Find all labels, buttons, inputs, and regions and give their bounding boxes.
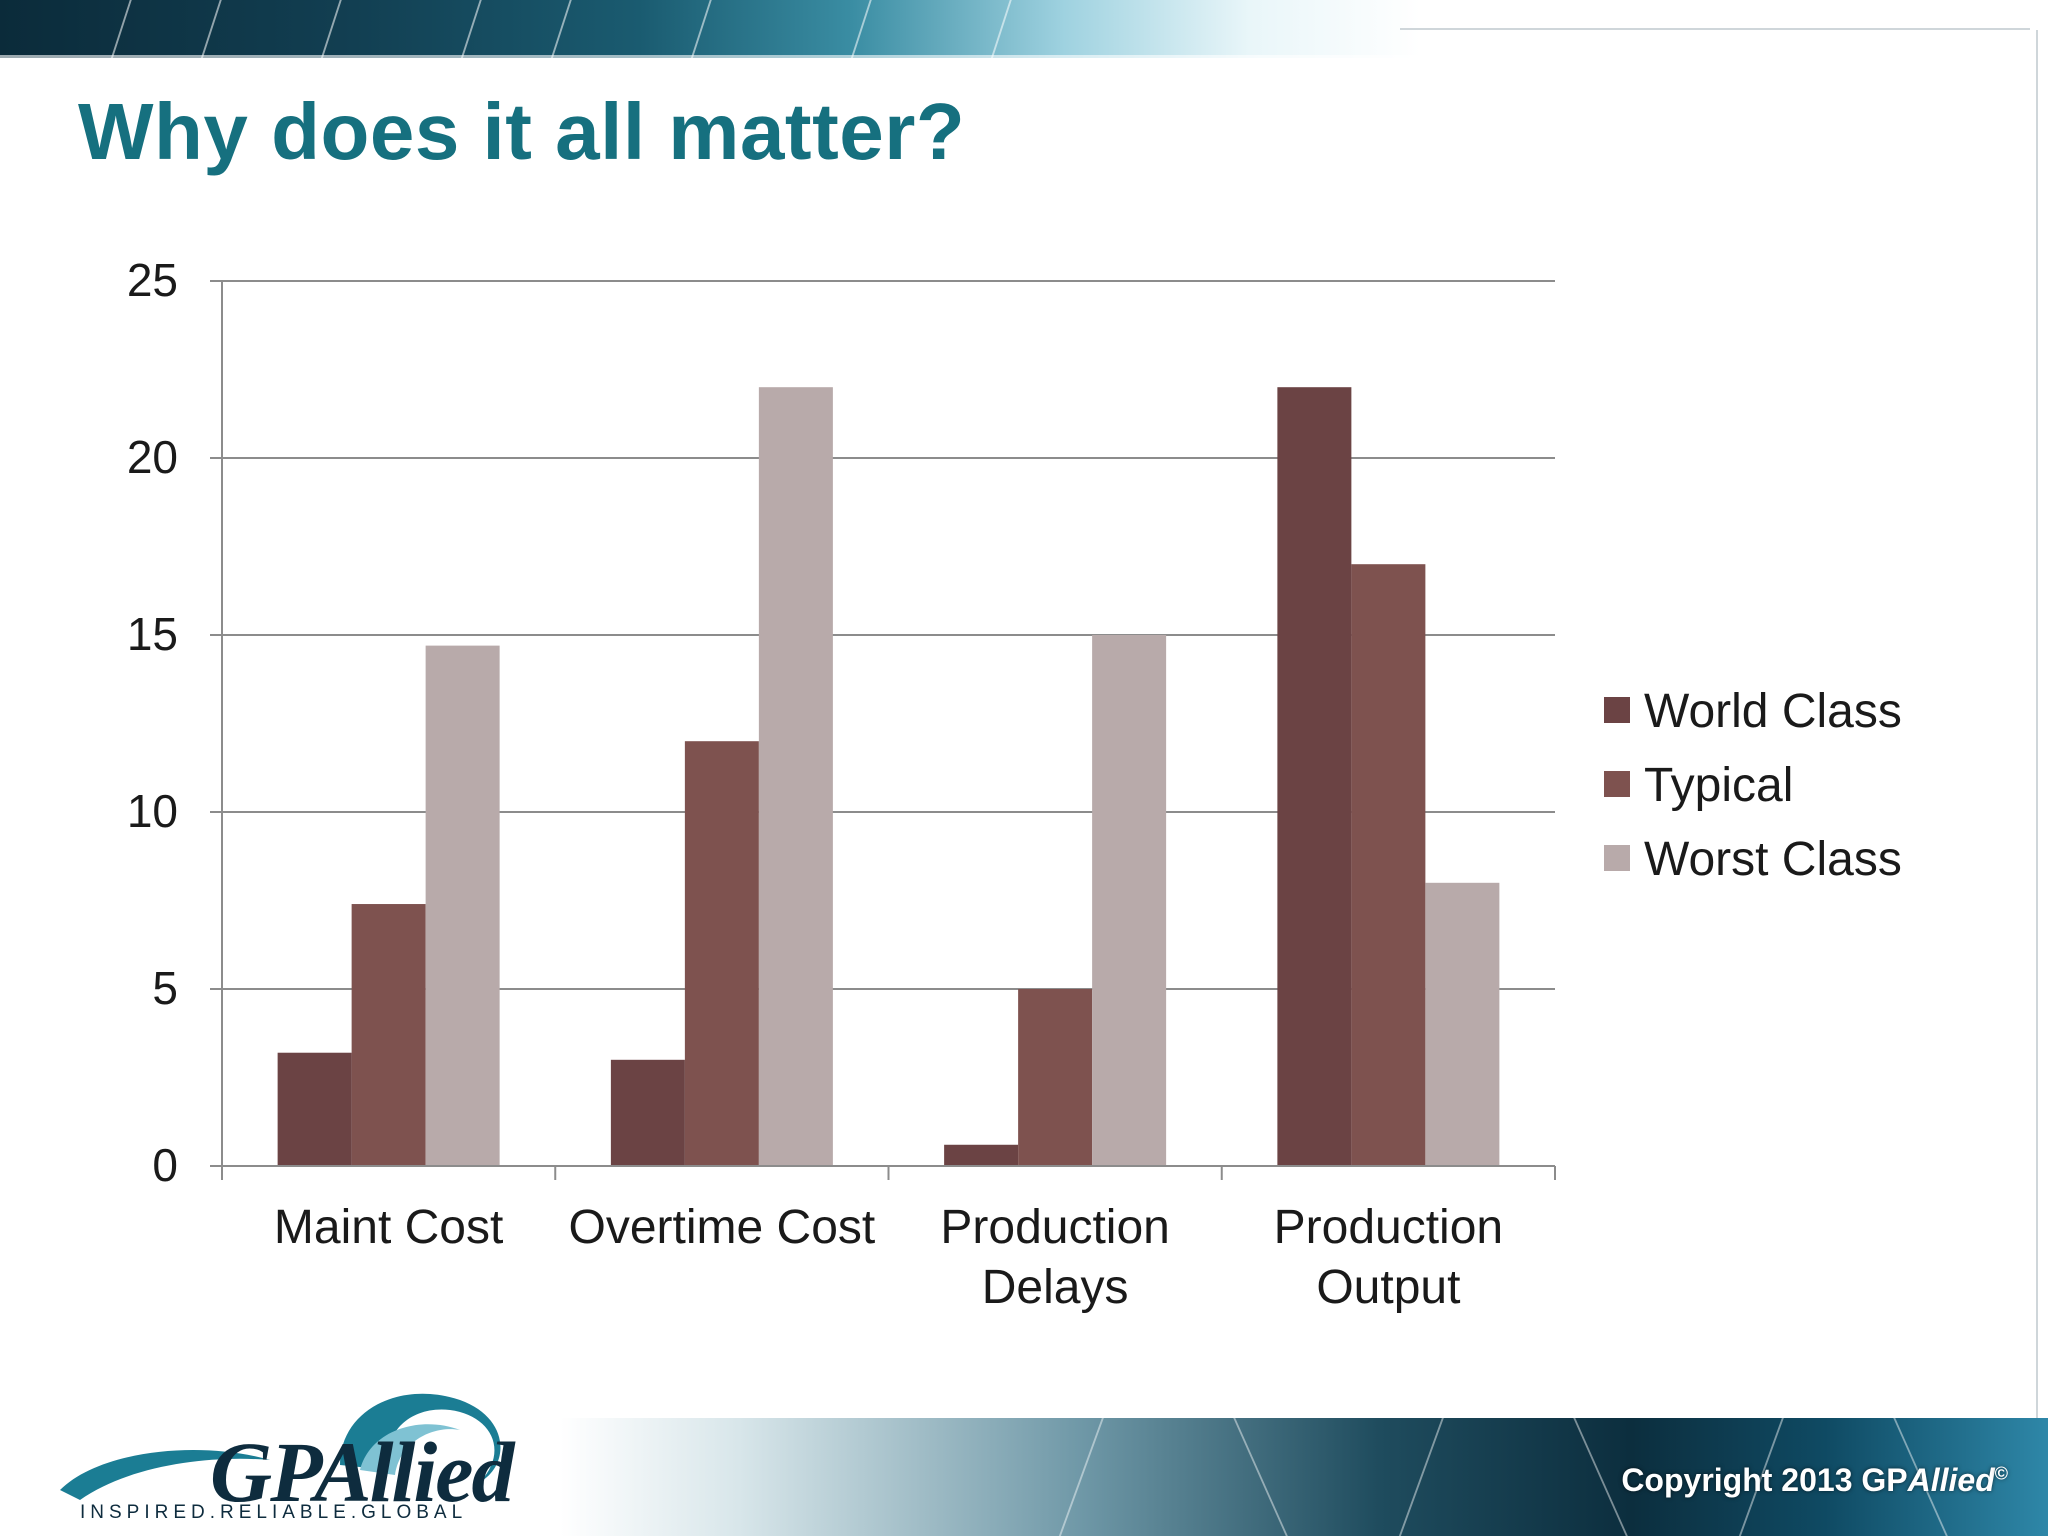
bar-worst-class <box>1425 882 1500 1166</box>
footer-grid-line <box>1054 1418 1108 1536</box>
legend-swatch <box>1604 845 1630 871</box>
swirl-logo-icon <box>60 1393 501 1500</box>
bar-world-class <box>277 1052 352 1166</box>
y-tick-label: 15 <box>127 608 178 660</box>
slide-title: Why does it all matter? <box>78 87 966 176</box>
legend-swatch <box>1604 771 1630 797</box>
x-tick-label: Overtime Cost <box>569 1201 876 1254</box>
y-tick-label: 0 <box>152 1139 178 1191</box>
legend-label: Typical <box>1644 759 1793 812</box>
logo-wordmark: GPAllied <box>210 1424 514 1520</box>
x-tick-label: Maint Cost <box>274 1201 503 1254</box>
x-tick-label: Production <box>1274 1201 1503 1254</box>
bar-worst-class <box>425 645 500 1166</box>
copyright-symbol: © <box>1994 1463 2008 1484</box>
header-banner <box>0 0 1420 58</box>
legend-swatch <box>1604 697 1630 723</box>
legend-label: Worst Class <box>1644 833 1902 886</box>
copyright-brand: Allied <box>1907 1462 1995 1498</box>
bar-worst-class <box>1092 635 1167 1166</box>
x-tick-label: Production <box>940 1201 1169 1254</box>
footer-grid-line <box>1394 1418 1448 1536</box>
bar-world-class <box>944 1144 1019 1166</box>
y-tick-label: 20 <box>127 431 178 483</box>
bar-worst-class <box>758 387 833 1166</box>
bar-world-class <box>610 1059 685 1166</box>
top-frame-rule <box>1400 28 2030 30</box>
copyright-notice: Copyright 2013 GPAllied© <box>1621 1462 2008 1499</box>
footer-banner <box>560 1418 2048 1536</box>
bar-chart: 0 5 10 15 20 25 Maint Cost Overtime Cost Product… <box>127 254 1902 1314</box>
x-tick-label: Output <box>1316 1261 1460 1314</box>
header-banner-rule <box>0 55 1420 58</box>
y-tick-label: 5 <box>152 962 178 1014</box>
bar-typical <box>351 904 426 1166</box>
bar-typical <box>1351 564 1426 1166</box>
x-tick-label: Delays <box>982 1261 1129 1314</box>
bar-typical <box>1018 989 1093 1166</box>
logo-tagline: INSPIRED.RELIABLE.GLOBAL <box>80 1502 468 1523</box>
copyright-prefix: Copyright 2013 GP <box>1621 1462 1908 1498</box>
right-frame-rule <box>2036 30 2038 1420</box>
bar-world-class <box>1277 387 1352 1166</box>
legend-label: World Class <box>1644 685 1902 738</box>
gpallied-logo: GPAllied INSPIRED.RELIABLE.GLOBAL <box>40 1370 520 1530</box>
y-tick-label: 10 <box>127 785 178 837</box>
footer-grid-line <box>1228 1418 1294 1536</box>
bar-typical <box>684 741 759 1166</box>
y-tick-label: 25 <box>127 254 178 306</box>
